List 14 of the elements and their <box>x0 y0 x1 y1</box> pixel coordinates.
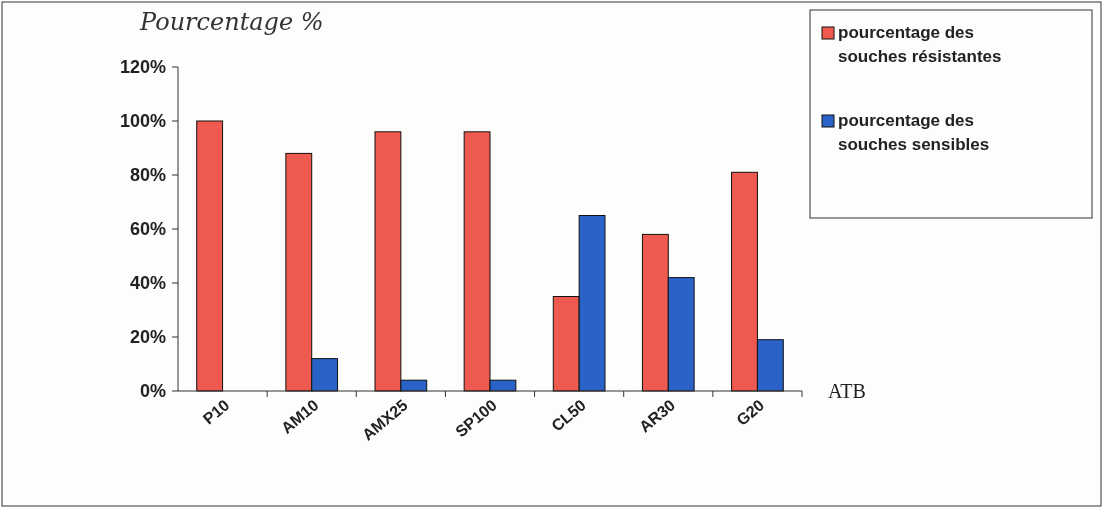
y-tick-label: 60% <box>129 219 166 240</box>
x-tick-label: G20 <box>733 396 768 429</box>
y-axis-title: Pourcentage % <box>139 8 324 36</box>
y-tick-label: 100% <box>119 111 166 132</box>
y-tick-label: 0% <box>139 381 166 402</box>
y-tick-label: 120% <box>119 57 166 78</box>
y-tick-label: 20% <box>129 327 166 348</box>
y-tick-label: 40% <box>129 273 166 294</box>
x-axis-title: ATB <box>828 380 866 402</box>
legend-label: pourcentage des souches sensibles <box>838 111 990 154</box>
bar <box>196 120 224 392</box>
x-tick-label: P10 <box>199 396 233 428</box>
y-tick-label: 80% <box>129 165 166 186</box>
legend-label: pourcentage des souches résistantes <box>838 23 1002 66</box>
